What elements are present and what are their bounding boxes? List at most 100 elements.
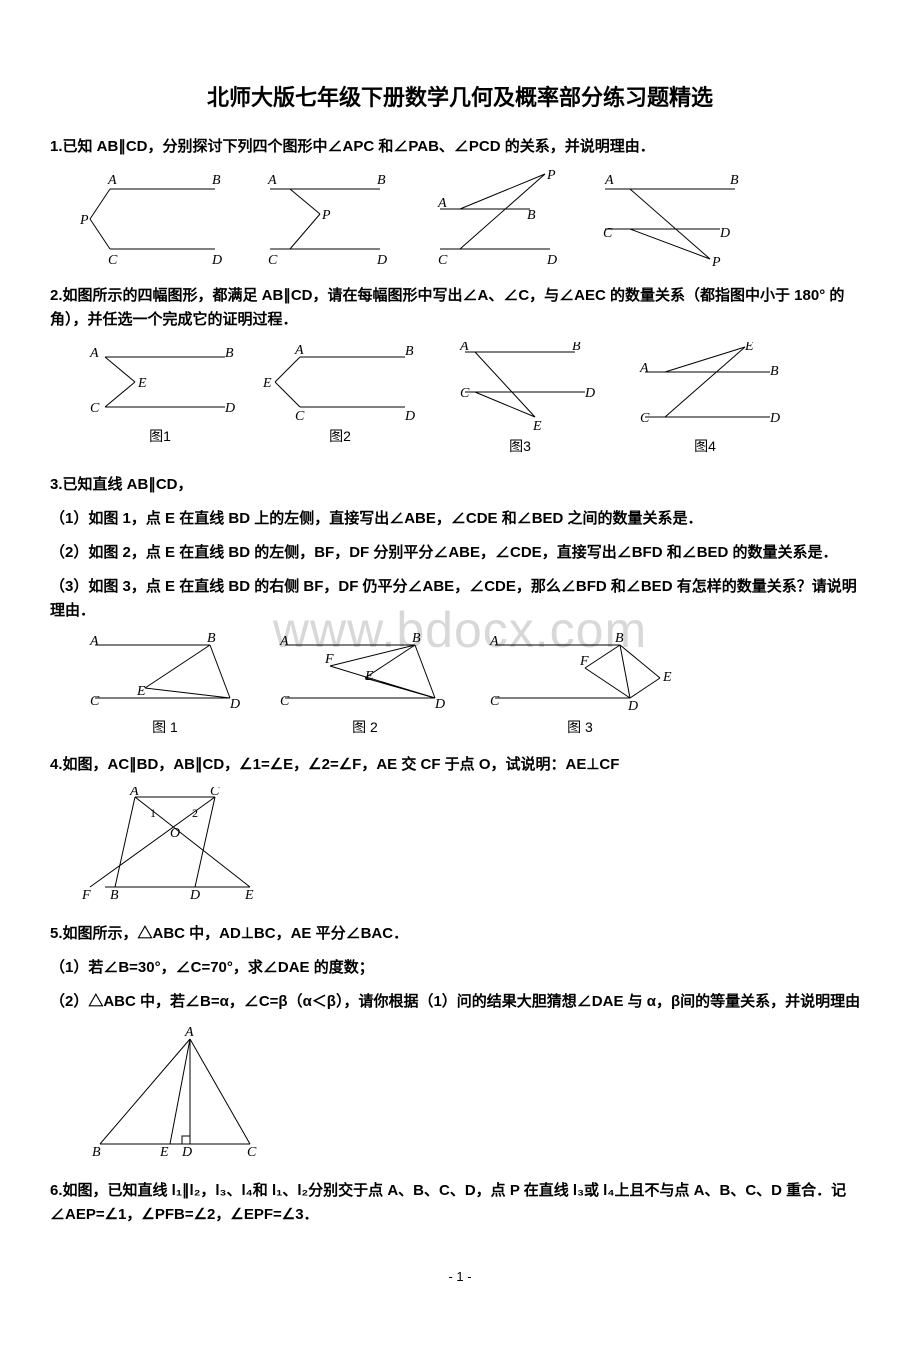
p2-fig4: A B E C D: [620, 342, 790, 432]
svg-text:B: B: [92, 1145, 101, 1160]
problem-3-1: （1）如图 1，点 E 在直线 BD 上的左侧，直接写出∠ABE，∠CDE 和∠…: [50, 507, 870, 531]
svg-text:O: O: [170, 826, 180, 841]
p2-fig1: A B E C D: [80, 342, 240, 422]
svg-text:E: E: [137, 376, 147, 391]
svg-text:P: P: [80, 213, 89, 228]
svg-text:B: B: [572, 342, 581, 354]
problem-5-text: 5.如图所示，△ABC 中，AD⊥BC，AE 平分∠BAC．: [50, 922, 870, 946]
svg-text:B: B: [412, 633, 421, 646]
problem-5-1: （1）若∠B=30°，∠C=70°，求∠DAE 的度数；: [50, 956, 870, 980]
svg-text:C: C: [210, 787, 220, 799]
problem-3-diagrams: AB E CD 图 1 AB FE CD 图 2 A: [80, 633, 870, 738]
svg-text:A: A: [604, 173, 614, 188]
svg-text:A: A: [459, 342, 469, 354]
svg-text:A: A: [437, 196, 447, 211]
p1-fig1: A B P C D: [80, 169, 230, 269]
page-footer: - 1 -: [50, 1267, 870, 1288]
svg-text:E: E: [136, 684, 146, 699]
svg-text:C: C: [247, 1145, 257, 1160]
svg-text:D: D: [181, 1145, 192, 1160]
svg-text:A: A: [89, 346, 99, 361]
svg-text:C: C: [640, 411, 650, 426]
svg-text:C: C: [268, 253, 278, 268]
svg-text:P: P: [546, 169, 556, 183]
svg-text:B: B: [405, 344, 414, 359]
svg-text:E: E: [532, 419, 542, 432]
svg-text:B: B: [730, 173, 739, 188]
svg-text:B: B: [377, 173, 386, 188]
svg-text:C: C: [280, 694, 290, 709]
p1-fig4: AB CD P: [590, 169, 750, 269]
problem-3-text: 3.已知直线 AB∥CD，: [50, 473, 870, 497]
svg-text:E: E: [744, 342, 754, 354]
svg-text:2: 2: [192, 806, 198, 820]
svg-text:D: D: [584, 386, 595, 401]
svg-text:E: E: [159, 1145, 169, 1160]
p3-fig2: AB FE CD: [270, 633, 460, 713]
p2-fig3-label: 图3: [509, 435, 531, 457]
svg-text:A: A: [267, 173, 277, 188]
svg-text:D: D: [627, 699, 638, 713]
svg-text:C: C: [438, 253, 448, 268]
problem-2-diagrams: A B E C D 图1 A B E C D 图2 A B C D E 图3: [80, 342, 870, 457]
p3-fig1-label: 图 1: [152, 716, 178, 738]
problem-1-text: 1.已知 AB∥CD，分别探讨下列四个图形中∠APC 和∠PAB、∠PCD 的关…: [50, 135, 870, 159]
p3-fig2-label: 图 2: [352, 716, 378, 738]
svg-text:B: B: [212, 173, 221, 188]
p2-fig2-label: 图2: [329, 425, 351, 447]
svg-text:C: C: [295, 409, 305, 422]
svg-text:C: C: [90, 694, 100, 709]
svg-text:A: A: [107, 173, 117, 188]
svg-text:E: E: [662, 670, 672, 685]
problem-3-2: （2）如图 2，点 E 在直线 BD 的左侧，BF，DF 分别平分∠ABE，∠C…: [50, 541, 870, 565]
svg-text:A: A: [639, 361, 649, 376]
page-title: 北师大版七年级下册数学几何及概率部分练习题精选: [50, 80, 870, 115]
problem-6-text: 6.如图，已知直线 l₁∥l₂，l₃、l₄和 l₁、l₂分别交于点 A、B、C、…: [50, 1179, 870, 1227]
svg-text:B: B: [615, 633, 624, 646]
problem-1-diagrams: A B P C D A B P C D A B P C D A B C D P: [80, 169, 870, 269]
svg-text:D: D: [224, 401, 235, 416]
svg-text:D: D: [404, 409, 415, 422]
svg-text:D: D: [769, 411, 780, 426]
svg-text:C: C: [603, 226, 613, 241]
svg-text:C: C: [490, 694, 500, 709]
svg-text:B: B: [770, 364, 779, 379]
svg-text:E: E: [364, 669, 374, 684]
p2-fig2: A B E C D: [260, 342, 420, 422]
p3-fig3-label: 图 3: [567, 716, 593, 738]
p2-fig4-label: 图4: [694, 435, 716, 457]
svg-text:B: B: [527, 208, 536, 223]
p4-fig: A C 1 2 O F B D E: [80, 787, 270, 907]
problem-3-3: （3）如图 3，点 E 在直线 BD 的右侧 BF，DF 仍平分∠ABE，∠CD…: [50, 575, 870, 623]
p1-fig3: A B P C D: [420, 169, 570, 269]
svg-text:E: E: [244, 888, 254, 903]
svg-text:C: C: [90, 401, 100, 416]
svg-text:F: F: [579, 654, 589, 669]
svg-text:D: D: [376, 253, 387, 268]
p3-fig3: AB FE CD: [480, 633, 680, 713]
svg-text:E: E: [262, 376, 272, 391]
problem-4-diagram: A C 1 2 O F B D E: [80, 787, 870, 907]
svg-text:B: B: [110, 888, 119, 903]
svg-text:A: A: [294, 343, 304, 358]
problem-5-2: （2）△ABC 中，若∠B=α，∠C=β（α＜β），请你根据（1）问的结果大胆猜…: [50, 990, 870, 1014]
svg-text:P: P: [711, 255, 721, 269]
svg-text:D: D: [546, 253, 557, 268]
p1-fig2: AB P CD: [250, 169, 400, 269]
svg-text:D: D: [189, 888, 200, 903]
p2-fig3: A B C D E: [440, 342, 600, 432]
svg-text:F: F: [81, 888, 91, 903]
svg-text:C: C: [108, 253, 118, 268]
svg-text:B: B: [207, 633, 216, 646]
p2-fig1-label: 图1: [149, 425, 171, 447]
svg-text:C: C: [460, 386, 470, 401]
problem-4-text: 4.如图，AC∥BD，AB∥CD，∠1=∠E，∠2=∠F，AE 交 CF 于点 …: [50, 753, 870, 777]
svg-text:A: A: [184, 1025, 194, 1040]
svg-text:D: D: [434, 697, 445, 712]
svg-text:D: D: [229, 697, 240, 712]
svg-text:B: B: [225, 346, 234, 361]
svg-text:D: D: [211, 253, 222, 268]
svg-text:1: 1: [150, 806, 156, 820]
p5-fig: A B E D C: [80, 1024, 280, 1164]
svg-text:A: A: [129, 787, 139, 799]
